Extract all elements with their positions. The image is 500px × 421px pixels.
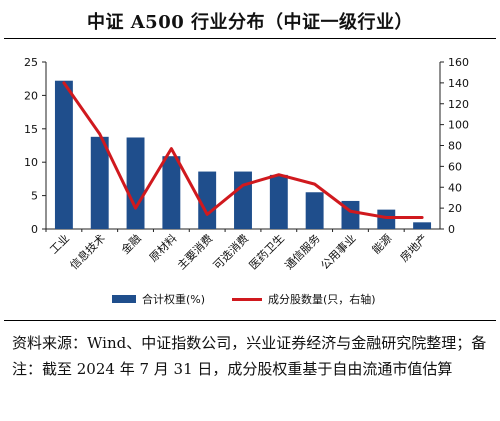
x-category-label: 公用事业 — [318, 232, 358, 272]
y-right-tick-label: 40 — [448, 181, 462, 194]
y-right-tick-label: 60 — [448, 160, 462, 173]
bar — [413, 222, 432, 229]
y-right-tick-label: 120 — [448, 98, 469, 111]
legend-item-line: 成分股数量(只，右轴) — [232, 291, 376, 307]
bar — [377, 209, 396, 229]
count-line — [62, 81, 424, 220]
y-left-tick-label: 15 — [24, 123, 38, 136]
x-category-label: 能源 — [369, 231, 394, 256]
x-category-label: 金融 — [118, 231, 143, 256]
y-left-tick-label: 20 — [24, 89, 38, 102]
legend-swatch-line — [232, 297, 262, 301]
legend-swatch-bar — [112, 295, 136, 303]
source-note: 资料来源：Wind、中证指数公司，兴业证券经济与金融研究院整理；备注：截至 20… — [12, 334, 487, 378]
y-left-tick-label: 5 — [31, 190, 38, 203]
x-category-label: 房地产 — [397, 231, 430, 264]
x-category-label: 通信服务 — [282, 232, 322, 272]
legend-label-bar: 合计权重(%) — [142, 293, 206, 306]
legend-label-line: 成分股数量(只，右轴) — [268, 293, 376, 306]
y-right-tick-label: 80 — [448, 140, 462, 153]
x-category-label: 医药卫生 — [246, 231, 287, 272]
y-right-tick-label: 160 — [448, 56, 469, 69]
y-left-tick-label: 10 — [24, 156, 38, 169]
title-divider — [4, 38, 496, 39]
bar — [162, 156, 181, 229]
legend-item-bar: 合计权重(%) — [112, 291, 205, 307]
x-category-label: 原材料 — [146, 231, 179, 264]
bar — [126, 137, 145, 229]
x-category-label: 可选消费 — [210, 231, 251, 272]
y-right-tick-label: 20 — [448, 202, 462, 215]
x-category-label: 主要消费 — [174, 231, 215, 272]
x-category-label: 工业 — [47, 232, 72, 257]
x-category-label: 信息技术 — [67, 231, 108, 272]
bar — [269, 174, 288, 229]
bar — [90, 136, 109, 229]
bar — [54, 80, 73, 229]
y-right-tick-label: 0 — [448, 223, 455, 236]
legend: 合计权重(%) 成分股数量(只，右轴) — [0, 291, 500, 311]
bar — [305, 192, 324, 229]
bar — [198, 171, 217, 229]
y-right-tick-label: 140 — [448, 77, 469, 90]
bar — [234, 171, 252, 229]
chart-title: 中证 A500 行业分布（中证一级行业） — [86, 12, 414, 33]
y-right-tick-label: 100 — [448, 119, 469, 132]
y-left-tick-label: 25 — [24, 56, 38, 69]
source-divider — [4, 320, 496, 321]
y-left-tick-label: 0 — [31, 223, 38, 236]
chart-area: 0 5 10 15 20 25 0 20 40 60 80 100 120 140 160 工业信息技术 金融原… — [24, 56, 469, 272]
